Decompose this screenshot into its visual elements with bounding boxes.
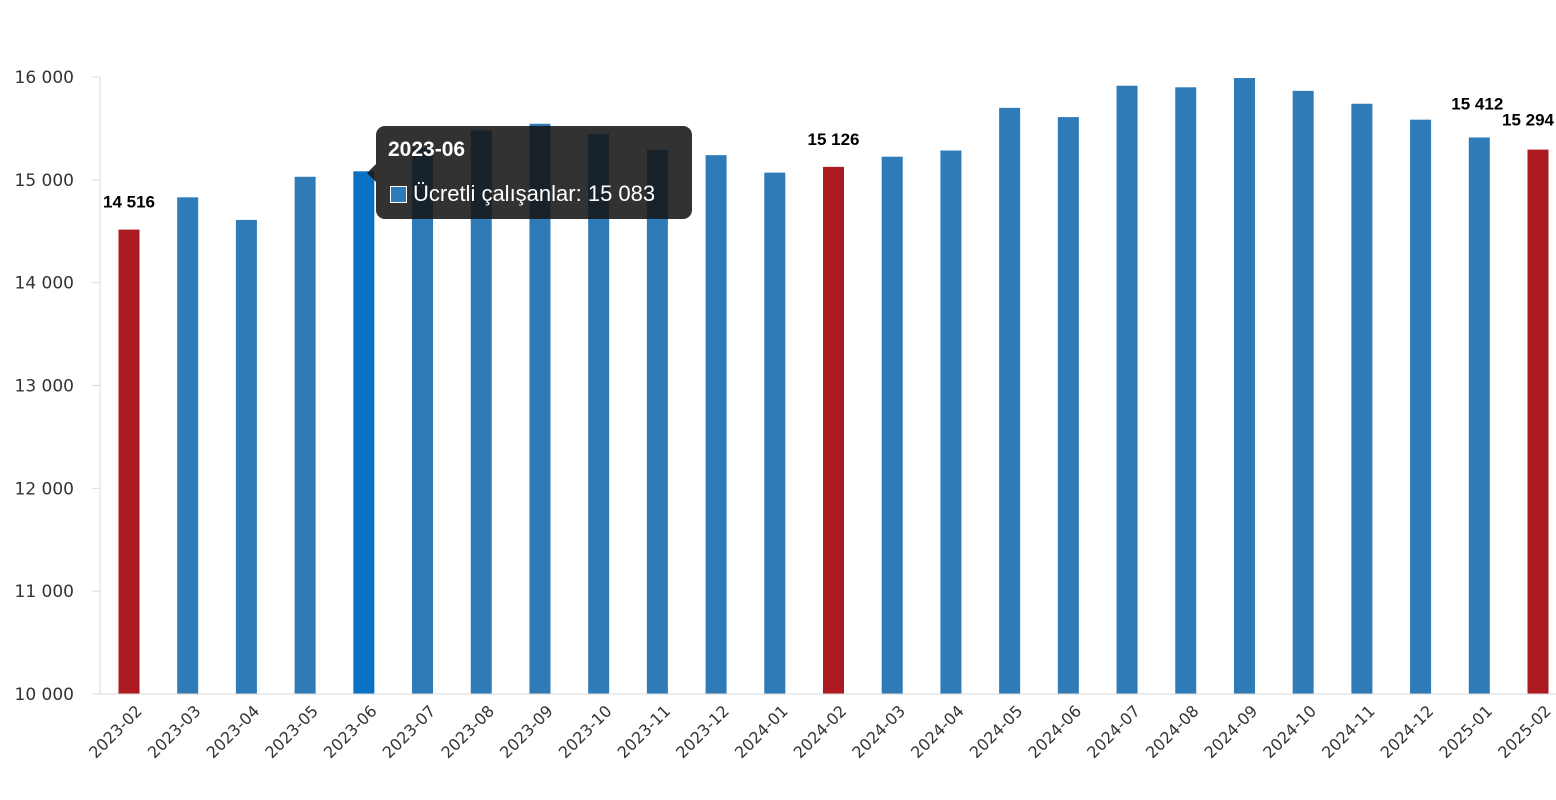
x-tick-label: 2024-05 [966,701,1027,762]
x-tick-label: 2024-09 [1201,701,1262,762]
x-tick-label: 2025-01 [1435,701,1496,762]
x-tick-label: 2023-07 [379,701,440,762]
x-axis: 2023-022023-032023-042023-052023-062023-… [85,693,1556,762]
x-tick-label: 2024-12 [1377,701,1438,762]
bar-2023-11[interactable] [646,150,668,695]
x-tick-label: 2024-04 [907,701,968,762]
y-tick-label: 15 000 [15,171,74,191]
y-tick-label: 13 000 [15,377,74,397]
x-tick-label: 2023-12 [672,701,733,762]
x-tick-label: 2024-08 [1142,701,1203,762]
bar-2023-12[interactable] [705,155,727,695]
bar-2023-02[interactable] [118,229,140,694]
x-tick-label: 2023-03 [144,701,205,762]
x-tick-label: 2024-01 [731,701,792,762]
bar-2024-01[interactable] [764,172,786,694]
x-tick-label: 2023-09 [496,701,557,762]
bar-2024-12[interactable] [1410,119,1432,694]
data-label: 14 516 [103,193,155,212]
x-tick-label: 2023-08 [437,701,498,762]
x-tick-label: 2023-11 [613,701,674,762]
bar-2023-07[interactable] [412,147,434,694]
bar-2024-05[interactable] [999,107,1021,695]
x-tick-label: 2024-11 [1318,701,1379,762]
x-tick-label: 2024-07 [1083,701,1144,762]
bar-2023-08[interactable] [470,130,492,694]
bar-2024-09[interactable] [1233,78,1255,695]
bar-2023-06[interactable] [353,171,375,695]
x-tick-label: 2023-05 [261,701,322,762]
data-label: 15 126 [808,130,860,149]
y-tick-label: 14 000 [15,274,74,294]
bar-2023-09[interactable] [529,123,551,694]
bar-2024-02[interactable] [823,166,844,694]
x-tick-label: 2024-02 [790,701,851,762]
bar-2023-05[interactable] [294,176,316,694]
data-label: 15 294 [1502,111,1555,130]
x-tick-label: 2023-10 [555,701,616,762]
y-tick-label: 12 000 [15,479,74,499]
bar-2024-08[interactable] [1175,87,1197,695]
tooltip-series-value: Ücretli çalışanlar: 15 083 [413,181,656,206]
tooltip-title: 2023-06 [388,138,466,161]
y-tick-label: 16 000 [15,68,74,88]
bar-2023-10[interactable] [588,134,610,694]
bars [118,78,1549,695]
x-tick-label: 2025-02 [1494,701,1555,762]
bar-2024-07[interactable] [1116,85,1138,694]
x-tick-label: 2023-06 [320,701,381,762]
x-tick-label: 2023-04 [203,701,264,762]
x-tick-label: 2023-02 [85,701,146,762]
chart-tooltip: 2023-06 Ücretli çalışanlar: 15 083 [367,126,692,219]
y-axis: 10 000 11 000 12 000 13 000 14 000 15 000 16 0… [15,68,101,705]
x-tick-label: 2024-03 [848,701,909,762]
bar-2024-11[interactable] [1351,103,1373,694]
bar-2024-06[interactable] [1057,117,1079,695]
tooltip-series-swatch [390,185,407,203]
bar-2025-02[interactable] [1527,149,1549,694]
x-tick-label: 2024-06 [1024,701,1085,762]
bar-2024-10[interactable] [1292,90,1314,694]
x-tick-label: 2024-10 [1259,701,1320,762]
data-label: 15 412 [1451,94,1503,113]
bar-2025-01[interactable] [1468,137,1490,694]
tooltip-pointer [367,164,376,182]
y-tick-label: 11 000 [15,582,74,602]
bar-2023-04[interactable] [235,219,257,694]
bar-2024-03[interactable] [881,156,903,695]
bar-2024-04[interactable] [940,150,962,695]
bar-2023-03[interactable] [177,197,199,694]
y-tick-label: 10 000 [15,685,74,705]
tooltip-series-row: Ücretli çalışanlar: 15 083 [390,181,655,207]
